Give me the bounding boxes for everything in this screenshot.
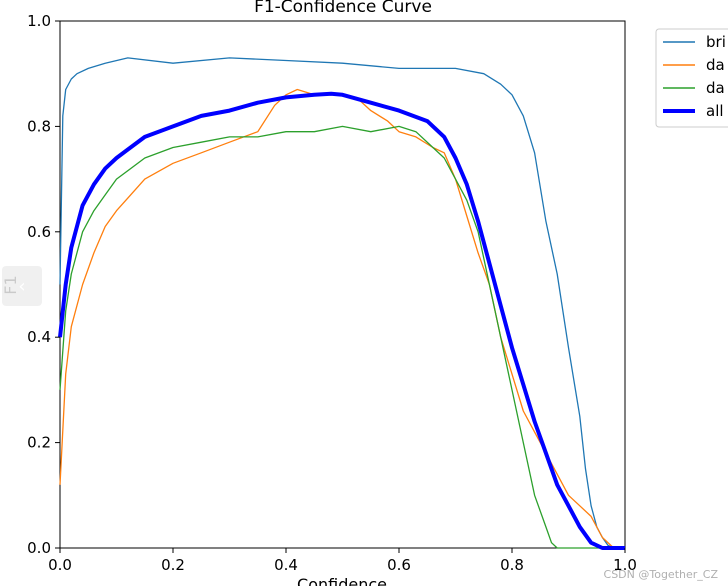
series-line-all-3 [58,91,625,550]
chart-title: F1-Confidence Curve [254,0,432,17]
legend-label: da [706,79,725,97]
x-tick-label: 0.8 [500,556,524,574]
series-line-bri-0 [59,57,625,549]
side-collapse-tab[interactable]: ‹ [2,266,42,306]
y-tick-label: 0.0 [27,539,51,557]
legend-frame [655,28,728,128]
x-tick-label: 0.0 [48,556,72,574]
x-axis-ticks: 0.0 0.2 0.4 0.6 0.8 1.0 [48,548,637,574]
x-tick-label: 0.6 [387,556,411,574]
x-tick-label: 1.0 [613,556,637,574]
x-tick-label: 0.2 [161,556,185,574]
y-tick-label: 0.2 [27,434,51,452]
y-tick-label: 0.4 [27,328,51,346]
series-layer [58,57,625,550]
x-tick-label: 0.4 [274,556,298,574]
watermark: CSDN @Together_CZ [603,568,718,581]
x-axis-title: Confidence [297,575,387,586]
legend-label: da [706,56,725,74]
legend: bri da da all [655,28,728,128]
legend-label: all [706,102,724,120]
y-tick-label: 1.0 [27,12,51,30]
legend-label: bri [706,33,726,51]
y-tick-label: 0.8 [27,117,51,135]
series-line-da-2 [59,125,625,549]
plot-area: 0.0 0.2 0.4 0.6 0.8 1.0 0.0 0.2 0.4 0.6 0.8 1.0 [27,12,637,574]
y-tick-label: 0.6 [27,223,51,241]
y-axis-ticks: 0.0 0.2 0.4 0.6 0.8 1.0 [27,12,60,557]
chevron-left-icon: ‹ [18,275,26,297]
plot-frame [59,20,626,549]
